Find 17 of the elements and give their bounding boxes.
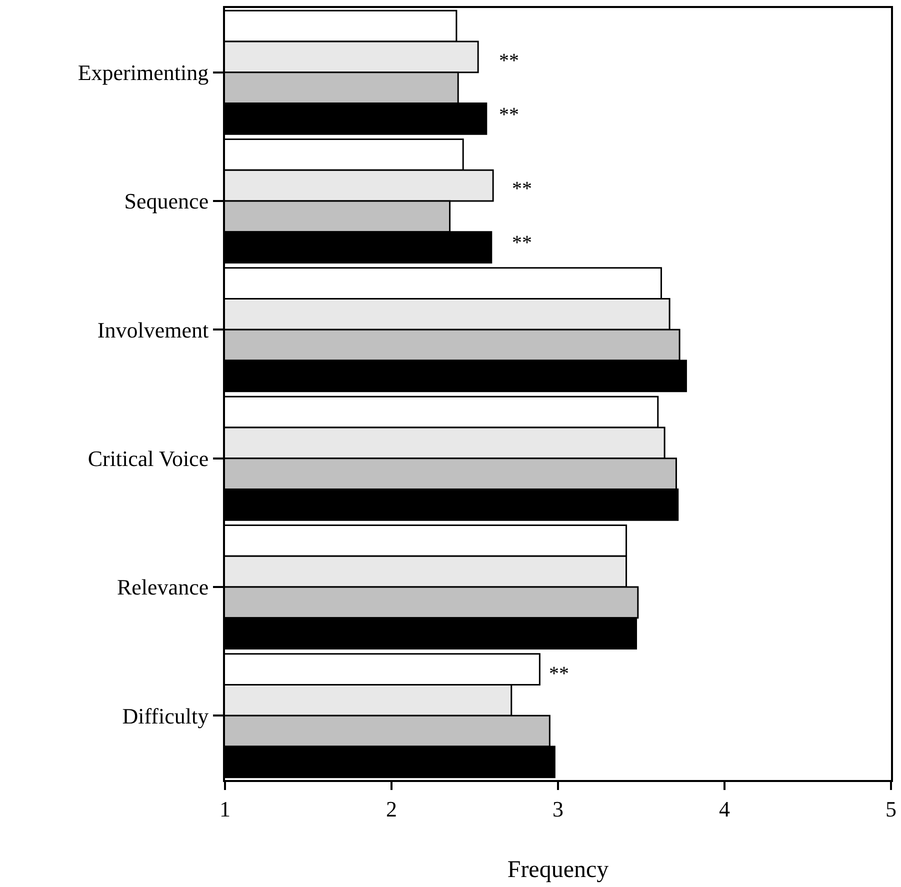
x-tick-label: 2 [386,796,397,822]
x-tick-label: 4 [719,796,730,822]
x-tick-label: 1 [220,796,230,822]
annotation: ** [499,50,519,72]
annotation: ** [499,104,519,126]
y-tick-label: Difficulty [122,703,209,728]
y-tick-label: Experimenting [78,60,209,86]
annotation: ** [512,178,532,200]
y-tick-label: Relevance [116,574,209,600]
annotation: ** [549,663,569,685]
y-tick-label: Sequence [124,188,209,214]
y-tick-label: Critical Voice [88,446,209,472]
x-tick-label: 3 [552,796,564,822]
annotation: ** [512,232,532,254]
x-axis-title: Frequency [507,857,609,884]
x-tick-label: 5 [886,796,896,822]
y-tick-label: Involvement [97,317,209,342]
